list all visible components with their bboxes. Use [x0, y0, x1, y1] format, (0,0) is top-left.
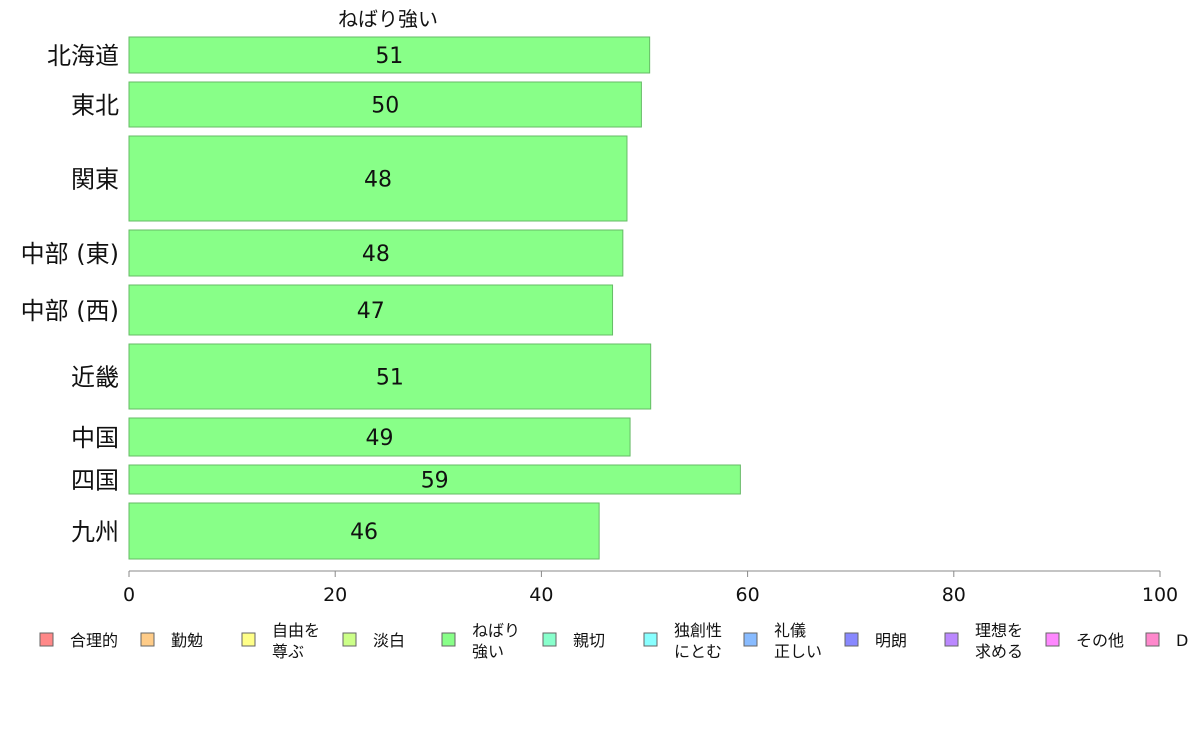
bar [128, 81, 642, 128]
category-label: 関東 [71, 166, 119, 194]
legend-swatch [241, 632, 256, 647]
x-tick-label: 80 [942, 584, 966, 606]
bar-value-label: 46 [350, 520, 378, 545]
category-label: 北海道 [47, 42, 119, 70]
bar [128, 135, 628, 222]
x-tick-label: 40 [529, 584, 553, 606]
bar-value-label: 48 [362, 242, 390, 267]
legend-label: 礼儀正しい [774, 621, 822, 661]
legend-swatch [441, 632, 456, 647]
bar-value-label: 47 [357, 299, 385, 324]
category-label: 中部 (西) [21, 297, 119, 325]
bar [128, 284, 614, 336]
legend-label: ねばり強い [472, 621, 520, 661]
legend-swatch [140, 632, 155, 647]
bar [128, 36, 651, 74]
legend-swatch [39, 632, 54, 647]
legend-label: 合理的 [70, 631, 118, 650]
legend-label: D [1176, 631, 1188, 650]
bar-value-label: 51 [376, 366, 404, 391]
x-tick-label: 100 [1142, 584, 1178, 606]
bar-value-label: 50 [371, 94, 399, 119]
bar [128, 464, 741, 495]
legend-label: 自由を尊ぶ [272, 621, 320, 661]
legend-label: 理想を求める [975, 621, 1023, 661]
x-tick-label: 60 [736, 584, 760, 606]
bar [128, 343, 652, 410]
bar-value-label: 48 [364, 168, 392, 193]
category-label: 東北 [71, 92, 119, 120]
legend: 合理的 勤勉 自由を尊ぶ 淡白 ねばり強い 親切 独創性にとむ 礼儀正しい 明朗 理想を求める その… [39, 621, 1188, 661]
legend-swatch [542, 632, 557, 647]
category-label: 近畿 [71, 364, 119, 392]
legend-swatch [743, 632, 758, 647]
bar [128, 417, 631, 457]
bar-value-label: 59 [421, 469, 449, 494]
x-tick-label: 20 [323, 584, 347, 606]
x-axis: 0 20 40 60 80 100 [123, 570, 1178, 606]
chart-title: ねばり強い [338, 7, 438, 31]
legend-swatch [643, 632, 658, 647]
category-label: 四国 [71, 467, 119, 495]
legend-label: 明朗 [875, 631, 907, 650]
legend-swatch [944, 632, 959, 647]
legend-swatch [844, 632, 859, 647]
legend-swatch [342, 632, 357, 647]
x-tick-label: 0 [123, 584, 135, 606]
bar-value-label: 51 [375, 44, 403, 69]
legend-label: 独創性にとむ [674, 621, 722, 661]
bar [128, 229, 624, 277]
category-label: 中部 (東) [21, 240, 119, 268]
legend-label: 親切 [573, 631, 605, 650]
bar-value-label: 49 [366, 426, 394, 451]
category-label: 中国 [71, 424, 119, 452]
legend-swatch [1045, 632, 1060, 647]
legend-label: 勤勉 [171, 631, 203, 650]
category-label: 九州 [71, 518, 119, 546]
legend-label: その他 [1076, 631, 1124, 650]
legend-swatch [1145, 632, 1160, 647]
bar [128, 502, 600, 560]
bars-group: 51 北海道 50 東北 48 関東 48 中部 (東) 47 中部 (西) 51 近畿 49 中国 59 四… [21, 36, 741, 560]
legend-label: 淡白 [373, 631, 405, 650]
